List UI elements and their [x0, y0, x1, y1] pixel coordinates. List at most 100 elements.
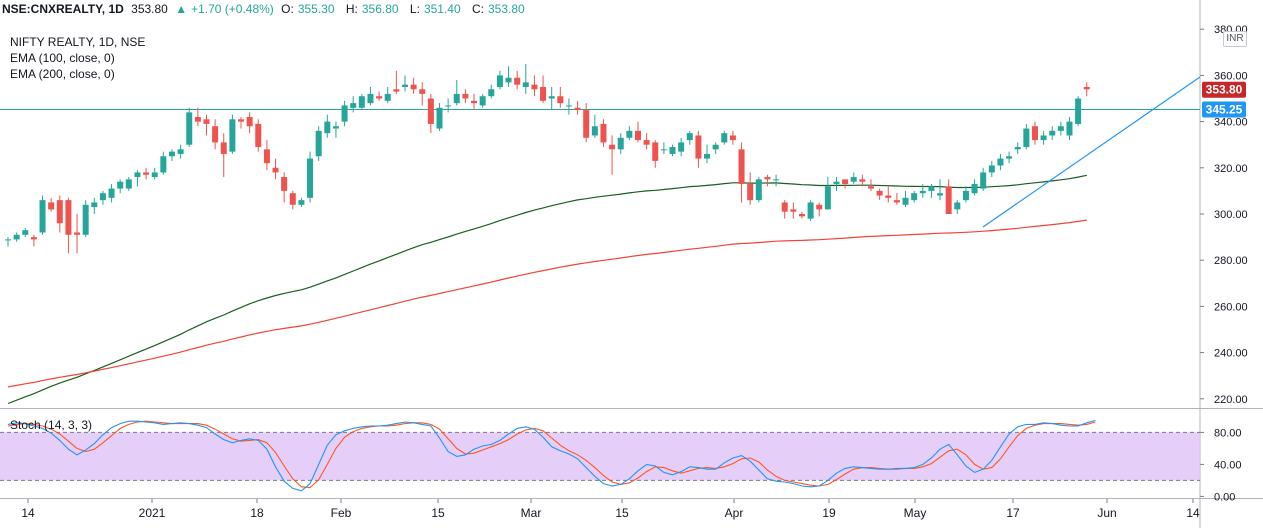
candle-body	[540, 86, 547, 101]
candle-body	[798, 214, 805, 217]
candle-body	[591, 126, 598, 136]
legend-title[interactable]: NIFTY REALTY, 1D, NSE	[10, 35, 146, 49]
candle-body	[143, 172, 150, 175]
candle-body	[99, 193, 106, 201]
candle-body	[824, 186, 831, 210]
candle-body	[678, 142, 685, 152]
candle-body	[600, 123, 607, 143]
candle-body	[617, 137, 624, 150]
candle-body	[643, 140, 650, 145]
candle-body	[427, 98, 434, 124]
level-price-badge: 345.25	[1206, 102, 1243, 116]
candle-body	[522, 82, 529, 87]
legend-ema200[interactable]: EMA (200, close, 0)	[10, 67, 115, 81]
candle-body	[859, 179, 866, 182]
candle-body	[488, 89, 495, 97]
candle-body	[807, 202, 814, 219]
candle-body	[1014, 147, 1021, 150]
candle-body	[56, 200, 63, 224]
date-tick-label: Jun	[1097, 506, 1116, 520]
candle-body	[833, 181, 840, 184]
candle-body	[410, 84, 417, 90]
stoch-k-line	[7, 419, 1096, 492]
price-tick-label: 240.00	[1214, 348, 1248, 360]
candle-body	[168, 151, 175, 157]
candle-body	[39, 200, 46, 233]
candle-body	[712, 144, 719, 150]
candle-body	[902, 197, 909, 205]
close-label: C:	[471, 2, 484, 16]
candle-body	[1023, 128, 1030, 148]
candle-body	[652, 142, 659, 161]
date-tick-label: 19	[822, 506, 836, 520]
candle-body	[65, 200, 72, 235]
candle-body	[626, 130, 633, 138]
candle-body	[436, 107, 443, 129]
symbol-label[interactable]: NSE:CNXREALTY, 1D	[2, 2, 124, 16]
candle-body	[298, 200, 305, 205]
candle-body	[1066, 121, 1073, 136]
candle-body	[281, 177, 288, 191]
legend-stoch[interactable]: Stoch (14, 3, 3)	[10, 418, 93, 432]
candle-body	[764, 177, 771, 180]
currency-badge[interactable]: INR	[1223, 31, 1247, 47]
candle-body	[462, 93, 469, 99]
date-tick-label: Mar	[521, 506, 542, 520]
candle-body	[531, 84, 538, 90]
candle-body	[850, 177, 857, 182]
candle-body	[30, 237, 37, 240]
open-label: O:	[281, 2, 294, 16]
price-tick-label: 340.00	[1214, 117, 1248, 129]
low-value: 351.40	[423, 2, 461, 16]
candle-body	[548, 96, 555, 99]
candle-body	[376, 96, 383, 99]
candle-body	[332, 126, 339, 129]
candle-body	[1031, 126, 1038, 141]
candle-body	[876, 190, 883, 196]
candle-body	[514, 77, 521, 85]
candle-body	[263, 149, 270, 164]
candle-body	[893, 200, 900, 203]
open-value: 355.30	[297, 2, 335, 16]
candle-body	[1049, 130, 1056, 136]
price-change: +1.70 (+0.48%)	[191, 2, 274, 16]
candle-body	[634, 130, 641, 141]
candle-body	[134, 172, 141, 178]
candle-body	[686, 133, 693, 141]
candle-body	[186, 112, 193, 145]
candle-body	[738, 149, 745, 184]
candle-body	[1006, 156, 1013, 159]
candle-body	[358, 96, 365, 108]
date-tick-label: 17	[1006, 506, 1020, 520]
candle-body	[22, 230, 29, 235]
legend-ema100[interactable]: EMA (100, close, 0)	[10, 51, 115, 65]
candle-body	[419, 89, 426, 94]
triangle-up-icon: ▲	[175, 2, 188, 16]
candle-body	[790, 209, 797, 212]
price-tick-label: 320.00	[1214, 163, 1248, 175]
candle-body	[997, 158, 1004, 166]
candle-body	[117, 181, 124, 189]
high-value: 356.80	[361, 2, 399, 16]
candle-body	[1083, 86, 1090, 90]
candle-body	[255, 123, 262, 148]
date-tick-label: Feb	[331, 506, 352, 520]
candle-body	[220, 142, 227, 154]
price-tick-label: 280.00	[1214, 255, 1248, 267]
high-label: H:	[345, 2, 358, 16]
stoch-tick-label: 80.00	[1214, 427, 1242, 439]
candle-body	[471, 100, 478, 104]
candle-body	[229, 119, 236, 152]
candle-body	[988, 165, 995, 173]
candle-body	[445, 105, 452, 107]
candle-body	[324, 121, 331, 134]
candle-body	[48, 202, 55, 210]
candle-body	[1075, 98, 1082, 124]
price-tick-label: 260.00	[1214, 301, 1248, 313]
trend-line[interactable]	[982, 76, 1201, 228]
candle-body	[350, 103, 357, 108]
candle-body	[272, 167, 279, 173]
date-tick-label: Apr	[725, 506, 744, 520]
candle-body	[177, 149, 184, 154]
